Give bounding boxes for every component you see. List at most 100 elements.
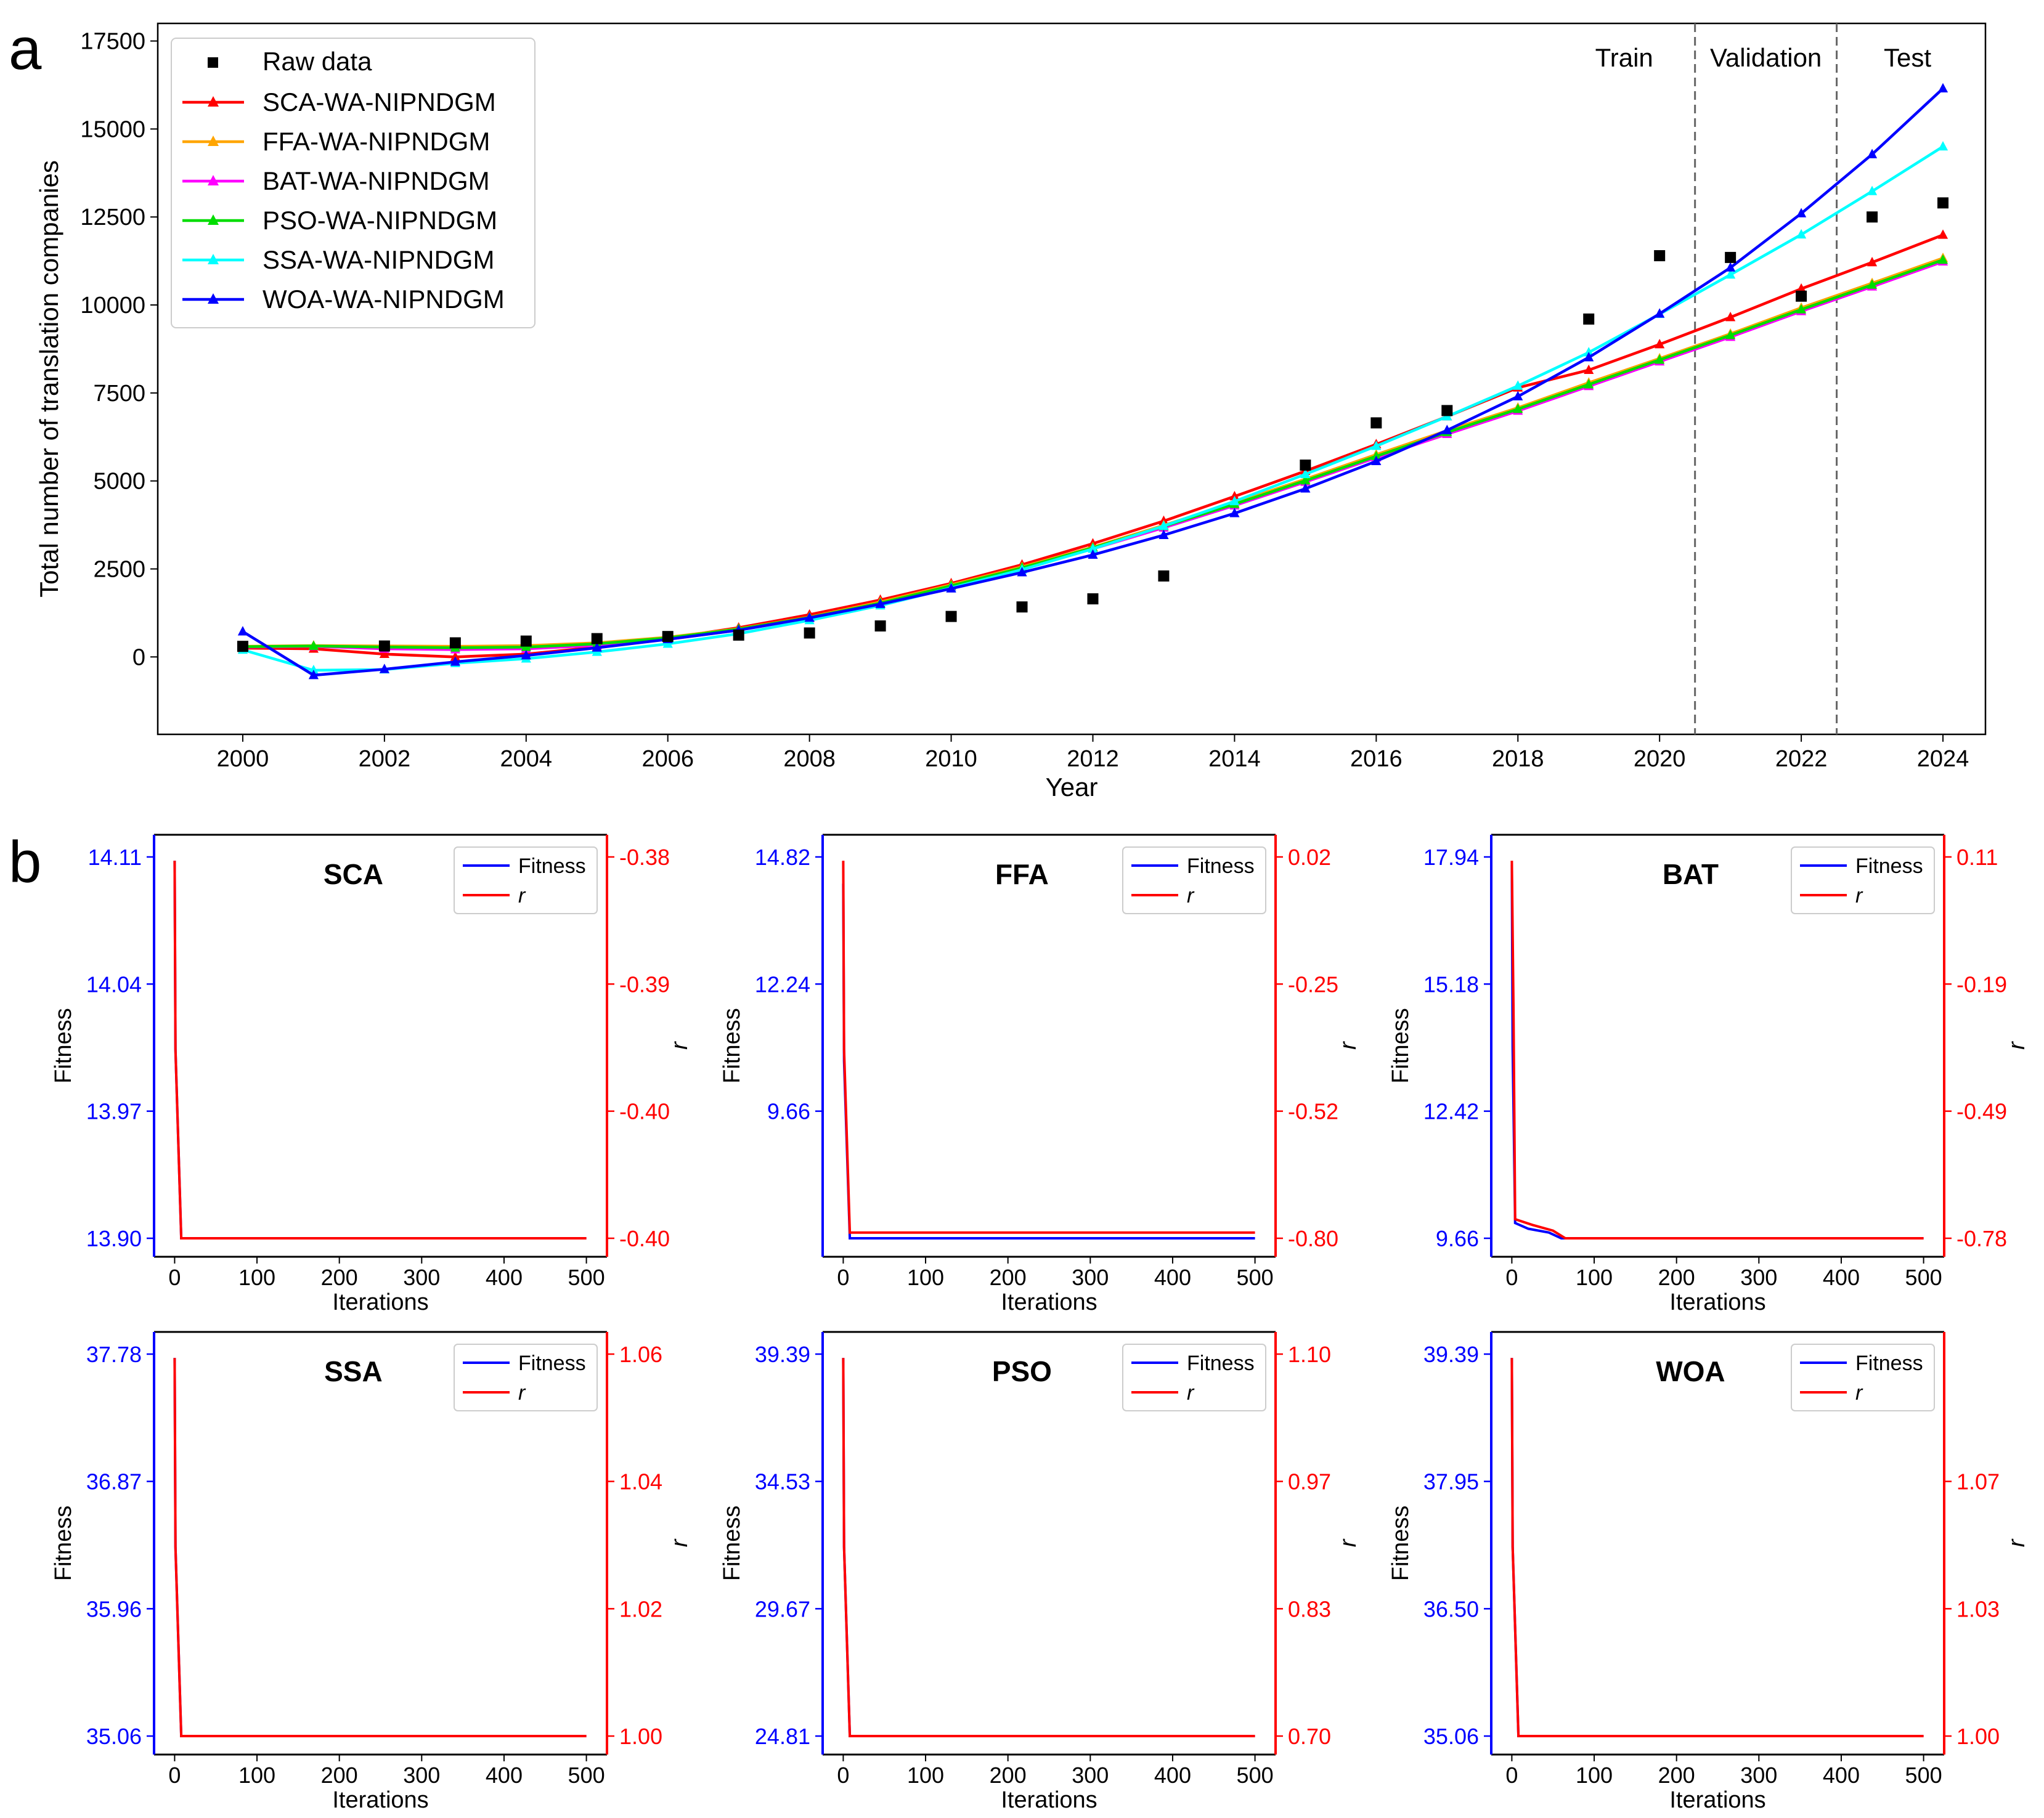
x-tick-label: 2006 — [641, 746, 694, 772]
series-marker — [450, 651, 460, 661]
series-marker — [1584, 347, 1594, 357]
subplot-ssa: 0 100 200 300 400 500 Iterations 35.06 35.96 36.8… — [51, 1331, 693, 1813]
raw-data-point — [1654, 250, 1666, 262]
subplot-title: SSA — [324, 1355, 383, 1387]
main-legend: Raw data SCA-WA-NIPNDGM FFA-WA-NIPNDGM BAT-… — [171, 38, 535, 328]
r-tick-label: -0.80 — [1288, 1226, 1338, 1251]
subplot-sca: 0 100 200 300 400 500 Iterations 13.90 13.97 14.0… — [51, 834, 693, 1315]
series-marker — [1371, 455, 1382, 465]
legend-label-r: r — [518, 884, 526, 907]
fitness-tick-label: 13.90 — [86, 1226, 142, 1251]
fitness-curve — [173, 1358, 587, 1737]
x-tick-label: 400 — [1154, 1763, 1191, 1788]
legend-label: SCA-WA-NIPNDGM — [263, 87, 496, 116]
panel-label-b: b — [9, 829, 41, 895]
x-tick-label: 300 — [1072, 1763, 1109, 1788]
series-marker — [1796, 208, 1807, 217]
main-chart: 2000 2002 2004 2006 2008 2010 2012 2014 2016 2018… — [35, 22, 1987, 801]
legend-label-r: r — [1187, 884, 1195, 907]
series-marker — [1655, 308, 1665, 318]
r-tick-label: 0.97 — [1288, 1469, 1331, 1495]
region-label: Validation — [1710, 43, 1822, 72]
y-tick-label: 17500 — [80, 29, 145, 55]
x-tick-label: 500 — [1905, 1265, 1942, 1290]
r-curve — [1510, 861, 1924, 1240]
raw-data-point — [945, 611, 957, 622]
x-tick-label: 200 — [990, 1763, 1027, 1788]
x-tick-label: 200 — [1658, 1265, 1695, 1290]
subplot-legend: Fitness r — [454, 846, 598, 914]
series-marker — [1937, 254, 1948, 264]
series-marker — [308, 670, 319, 680]
fitness-tick-label: 9.66 — [1436, 1226, 1479, 1251]
series-marker — [1584, 352, 1594, 362]
legend-label: SSA-WA-NIPNDGM — [263, 245, 494, 274]
raw-data-point — [1158, 570, 1170, 582]
fitness-tick-label: 14.82 — [755, 845, 810, 870]
fitness-axis-label: Fitness — [51, 1506, 76, 1581]
fitness-curve — [842, 883, 1255, 1240]
fitness-curve — [1510, 864, 1924, 1240]
legend-box — [1122, 846, 1266, 914]
region-label: Train — [1595, 43, 1653, 72]
r-tick-label: -0.19 — [1956, 972, 2007, 997]
raw-data-point — [1441, 405, 1453, 416]
r-tick-label: -0.49 — [1956, 1099, 2007, 1124]
series-marker — [1371, 450, 1382, 460]
raw-data-point — [1370, 417, 1382, 429]
series-marker — [237, 626, 248, 636]
r-tick-label: 0.83 — [1288, 1596, 1331, 1621]
subplot-title: WOA — [1656, 1355, 1725, 1387]
x-tick-label: 300 — [1072, 1265, 1109, 1290]
legend-label: WOA-WA-NIPNDGM — [263, 285, 505, 314]
r-tick-label: 1.02 — [619, 1596, 662, 1621]
r-axis-label: r — [667, 1041, 693, 1050]
x-tick-label: 400 — [486, 1763, 523, 1788]
r-curve — [842, 861, 1255, 1234]
y-tick-label: 15000 — [80, 116, 145, 142]
r-tick-label: -0.40 — [619, 1099, 670, 1124]
subplot-title: PSO — [992, 1355, 1052, 1387]
series-marker — [1655, 354, 1665, 364]
y-tick-label: 5000 — [93, 469, 145, 495]
x-tick-label: 0 — [837, 1763, 849, 1788]
series-marker — [1584, 379, 1594, 389]
series-marker — [521, 650, 531, 660]
r-tick-label: 0.11 — [1956, 845, 1998, 870]
series-marker — [1867, 185, 1878, 195]
fitness-tick-label: 35.96 — [86, 1596, 142, 1621]
y-tick-label: 2500 — [93, 556, 145, 582]
legend-marker — [208, 293, 219, 304]
subplot-title: BAT — [1663, 858, 1719, 890]
fitness-tick-label: 14.04 — [86, 972, 142, 997]
r-axis-label: r — [667, 1538, 693, 1547]
raw-data-point — [378, 640, 390, 652]
x-tick-label: 200 — [1658, 1763, 1695, 1788]
r-axis-label: r — [1335, 1041, 1361, 1050]
r-tick-label: 0.70 — [1288, 1724, 1331, 1749]
x-tick-label: 2016 — [1350, 746, 1403, 772]
r-axis-label: r — [1335, 1538, 1361, 1547]
series-marker — [1513, 380, 1523, 390]
fitness-tick-label: 37.78 — [86, 1342, 142, 1367]
series-marker — [1937, 140, 1948, 151]
x-tick-label: 2018 — [1492, 746, 1544, 772]
raw-data-point — [1867, 211, 1878, 223]
legend-box — [1122, 1344, 1266, 1411]
raw-data-point — [237, 641, 248, 652]
subplot-legend: Fitness r — [1791, 846, 1935, 914]
series-marker — [1867, 279, 1878, 289]
fitness-tick-label: 17.94 — [1423, 845, 1479, 870]
raw-data-point — [591, 633, 603, 644]
x-tick-label: 500 — [568, 1265, 605, 1290]
series-marker — [1796, 304, 1807, 314]
fitness-tick-label: 24.81 — [755, 1724, 810, 1749]
x-tick-label: 100 — [907, 1265, 944, 1290]
series-marker — [1725, 269, 1736, 279]
fitness-tick-label: 36.50 — [1423, 1596, 1479, 1621]
legend-box — [454, 1344, 598, 1411]
raw-data-point — [874, 620, 886, 632]
legend-label-fitness: Fitness — [1855, 1352, 1923, 1375]
fitness-tick-label: 13.97 — [86, 1099, 142, 1124]
legend-marker — [208, 136, 219, 146]
